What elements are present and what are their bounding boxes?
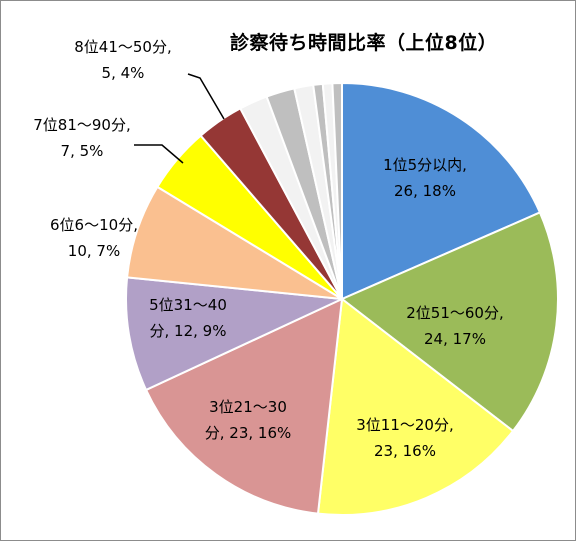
chart-title: 診察待ち時間比率（上位8位） [230,32,498,54]
slice-data-label: 2位51～60分, 24, 17% [406,304,504,348]
slice-data-label: 8位41～50分, 5, 4% [74,38,172,82]
slice-data-label: 5位31～40 分, 12, 9% [149,296,227,340]
slice-data-label: 1位5分以内, 26, 18% [383,156,467,200]
slice-data-label: 7位81～90分, 7, 5% [33,116,131,160]
pie-slice [340,211,559,433]
slice-data-label: 6位6～10分, 10, 7% [50,216,138,260]
pie-slice [144,297,344,515]
pie-slice [331,81,343,300]
leader-line [187,73,225,120]
pie-slice [341,81,542,301]
slice-data-label: 3位21～30 分, 23, 16% [205,398,292,442]
slice-data-label: 3位11～20分, 23, 16% [356,416,454,460]
leader-line [134,144,184,164]
pie-slice [316,297,515,516]
pie-slice [125,276,346,392]
